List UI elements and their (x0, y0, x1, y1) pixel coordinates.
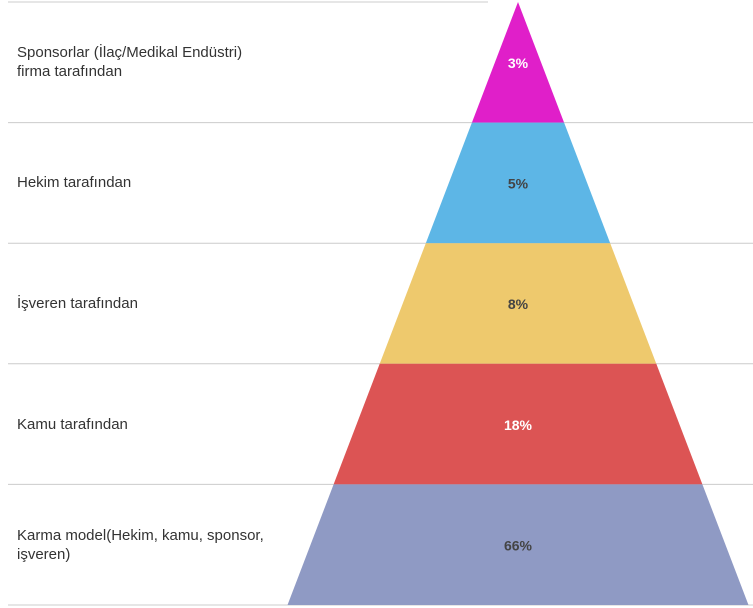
category-label: Kamu tarafından (17, 415, 128, 433)
value-label: 66% (504, 537, 533, 553)
value-label: 3% (508, 55, 529, 71)
segment (287, 484, 749, 605)
category-label: Sponsorlar (İlaç/Medikal Endüstri) firma… (17, 44, 243, 81)
category-label: Karma model(Hekim, kamu, sponsor, işvere… (17, 526, 264, 563)
segment (471, 2, 565, 123)
segment (425, 122, 611, 244)
value-label: 8% (508, 296, 529, 312)
value-label: 5% (508, 176, 529, 192)
value-label: 18% (504, 417, 533, 433)
segment (333, 363, 703, 485)
category-label: İşveren tarafından (17, 295, 138, 312)
category-label: Hekim tarafından (17, 174, 132, 192)
segment (379, 243, 657, 364)
